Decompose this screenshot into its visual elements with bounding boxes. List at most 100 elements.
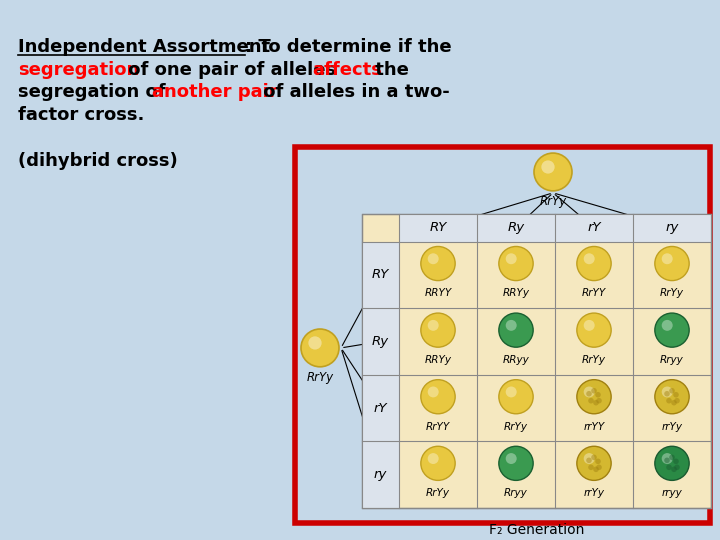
Circle shape <box>420 246 455 281</box>
Text: factor cross.: factor cross. <box>18 106 145 124</box>
Circle shape <box>595 392 600 397</box>
Bar <box>362 375 399 441</box>
Bar <box>362 214 711 508</box>
Circle shape <box>505 320 517 331</box>
Circle shape <box>586 391 592 396</box>
Text: RrYy: RrYy <box>426 488 450 498</box>
Circle shape <box>499 446 533 481</box>
Text: Ry: Ry <box>508 221 525 234</box>
Text: RRYy: RRYy <box>503 288 529 299</box>
Circle shape <box>591 388 597 394</box>
Circle shape <box>665 457 670 463</box>
Text: the: the <box>369 60 409 79</box>
Circle shape <box>428 453 438 464</box>
Text: RrYY: RrYY <box>582 288 606 299</box>
Circle shape <box>662 253 672 264</box>
Circle shape <box>505 453 517 464</box>
Text: (dihybrid cross): (dihybrid cross) <box>18 152 178 170</box>
Circle shape <box>577 446 611 481</box>
Circle shape <box>420 380 455 414</box>
Circle shape <box>591 455 597 460</box>
Text: rrYy: rrYy <box>662 422 683 431</box>
Circle shape <box>420 313 455 347</box>
Circle shape <box>655 380 689 414</box>
Circle shape <box>655 246 689 281</box>
Bar <box>362 441 399 508</box>
Text: F₂ Generation: F₂ Generation <box>489 523 584 537</box>
Text: RY: RY <box>429 221 446 234</box>
Circle shape <box>499 380 533 414</box>
Circle shape <box>662 387 672 397</box>
Circle shape <box>655 313 689 347</box>
Circle shape <box>595 458 600 464</box>
Circle shape <box>586 457 592 463</box>
Circle shape <box>584 387 595 397</box>
Circle shape <box>577 380 611 414</box>
Text: ry: ry <box>665 221 679 234</box>
Circle shape <box>499 313 533 347</box>
Text: segregation: segregation <box>18 60 139 79</box>
Bar <box>295 147 710 523</box>
Text: RY: RY <box>372 268 390 281</box>
Circle shape <box>577 313 611 347</box>
Text: RrYY: RrYY <box>426 422 450 431</box>
Circle shape <box>671 400 677 406</box>
Text: RrYy: RrYy <box>307 371 333 384</box>
Circle shape <box>301 329 339 367</box>
Circle shape <box>662 453 672 464</box>
Bar <box>399 214 711 241</box>
Circle shape <box>671 467 677 472</box>
Text: RrYy: RrYy <box>582 355 606 365</box>
Circle shape <box>596 398 602 403</box>
Circle shape <box>669 388 675 394</box>
Circle shape <box>584 453 595 464</box>
Circle shape <box>669 455 675 460</box>
Text: RRYy: RRYy <box>425 355 451 365</box>
Circle shape <box>505 253 517 264</box>
Text: another pair: another pair <box>152 84 278 102</box>
Circle shape <box>541 160 554 173</box>
Text: Rryy: Rryy <box>660 355 684 365</box>
Text: rryy: rryy <box>662 488 683 498</box>
Text: rrYy: rrYy <box>583 488 605 498</box>
Circle shape <box>666 464 672 470</box>
Text: rrYY: rrYY <box>583 422 605 431</box>
Circle shape <box>673 458 679 464</box>
Circle shape <box>665 391 670 396</box>
Text: : To determine if the: : To determine if the <box>245 38 451 56</box>
Circle shape <box>655 446 689 481</box>
Text: RRyy: RRyy <box>503 355 529 365</box>
Circle shape <box>534 153 572 191</box>
Text: of one pair of alleles: of one pair of alleles <box>122 60 343 79</box>
Circle shape <box>584 320 595 331</box>
Circle shape <box>666 398 672 403</box>
Text: RrYy: RrYy <box>660 288 684 299</box>
Bar <box>362 241 399 308</box>
Circle shape <box>674 398 680 403</box>
Circle shape <box>662 320 672 331</box>
Circle shape <box>593 467 599 472</box>
Text: RRYY: RRYY <box>424 288 451 299</box>
Text: RrYy: RrYy <box>504 422 528 431</box>
Circle shape <box>308 336 322 349</box>
Circle shape <box>673 392 679 397</box>
Text: rY: rY <box>374 402 387 415</box>
Circle shape <box>428 320 438 331</box>
Circle shape <box>428 253 438 264</box>
Text: Ry: Ry <box>372 335 389 348</box>
Text: segregation of: segregation of <box>18 84 172 102</box>
Circle shape <box>588 398 594 403</box>
Circle shape <box>420 446 455 481</box>
Circle shape <box>584 253 595 264</box>
Text: ry: ry <box>374 468 387 481</box>
Circle shape <box>499 246 533 281</box>
Circle shape <box>505 387 517 397</box>
Circle shape <box>674 464 680 470</box>
Circle shape <box>428 387 438 397</box>
Text: Rryy: Rryy <box>504 488 528 498</box>
Text: of alleles in a two-: of alleles in a two- <box>257 84 450 102</box>
Text: rY: rY <box>588 221 600 234</box>
Text: RrYy: RrYy <box>539 195 567 208</box>
Text: Independent Assortment: Independent Assortment <box>18 38 270 56</box>
Circle shape <box>577 246 611 281</box>
